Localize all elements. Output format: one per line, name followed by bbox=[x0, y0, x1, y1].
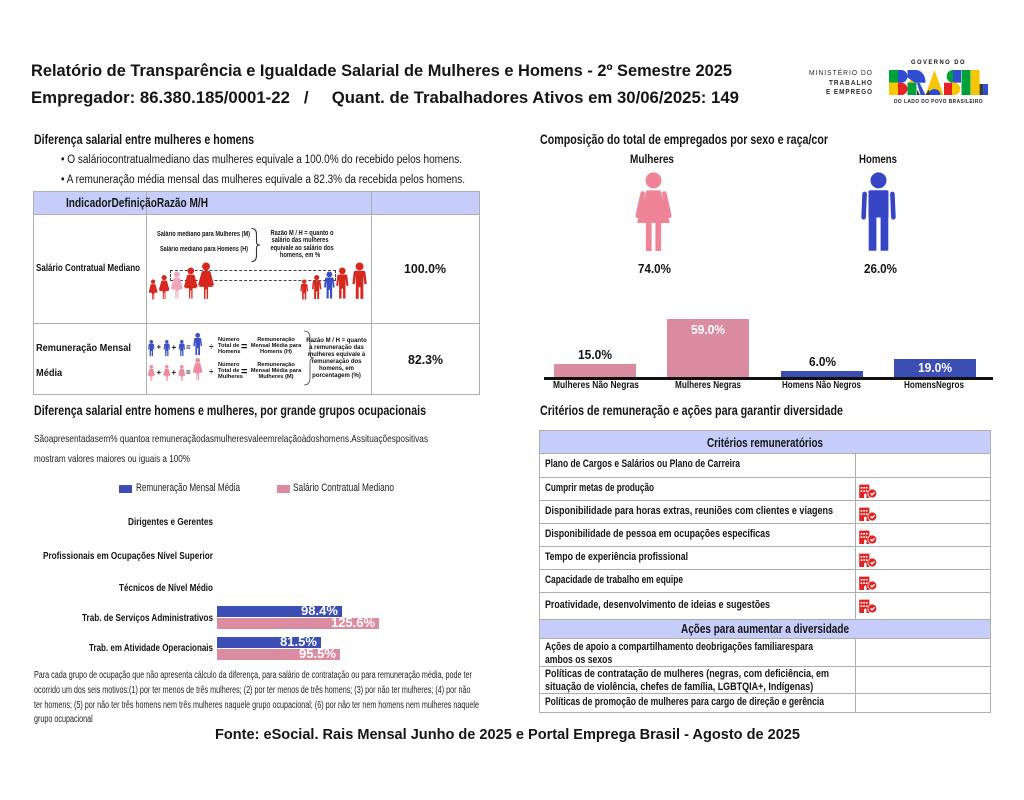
svg-text:a remuneração das: a remuneração das bbox=[309, 345, 364, 351]
svg-text:Mensal Média para: Mensal Média para bbox=[251, 368, 302, 374]
svg-text:remuneração dos: remuneração dos bbox=[311, 359, 362, 365]
svg-text:=: = bbox=[186, 343, 191, 352]
svg-text:Total de: Total de bbox=[218, 343, 239, 349]
svg-text:mulheres equivale à: mulheres equivale à bbox=[308, 352, 366, 358]
svg-text:+: + bbox=[157, 343, 162, 352]
svg-text:+: + bbox=[172, 368, 177, 377]
svg-text:Número: Número bbox=[218, 362, 240, 368]
svg-text:+: + bbox=[157, 368, 162, 377]
svg-text:Mulheres: Mulheres bbox=[218, 374, 243, 380]
svg-text:Mulheres (M): Mulheres (M) bbox=[258, 374, 293, 380]
svg-text:Razão M / H = quanto: Razão M / H = quanto bbox=[306, 338, 367, 344]
svg-text:Remuneração: Remuneração bbox=[257, 337, 295, 343]
svg-text:+: + bbox=[172, 343, 177, 352]
svg-text:÷: ÷ bbox=[209, 342, 214, 351]
svg-text:Número: Número bbox=[218, 337, 240, 343]
svg-text:=: = bbox=[241, 366, 247, 378]
svg-text:=: = bbox=[186, 368, 191, 377]
svg-text:Mensal Média para: Mensal Média para bbox=[251, 343, 302, 349]
svg-text:Remuneração: Remuneração bbox=[257, 362, 295, 368]
svg-text:Homens (H): Homens (H) bbox=[260, 349, 292, 355]
svg-text:Homens: Homens bbox=[218, 349, 240, 355]
svg-text:Total de: Total de bbox=[218, 368, 239, 374]
svg-text:porcentagem (%): porcentagem (%) bbox=[312, 373, 361, 379]
svg-text:=: = bbox=[241, 341, 247, 353]
svg-text:÷: ÷ bbox=[209, 367, 214, 376]
svg-text:homens, em: homens, em bbox=[319, 366, 354, 372]
